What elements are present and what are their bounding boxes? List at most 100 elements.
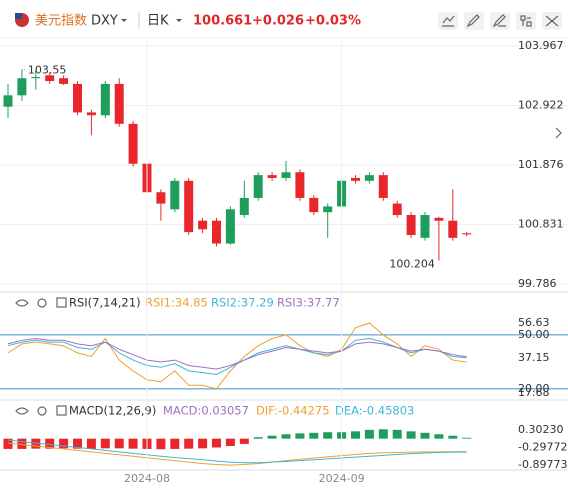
candle-body <box>31 77 41 79</box>
change: +0.026 <box>252 14 304 29</box>
macd-bar <box>295 433 305 439</box>
rsi-header: RSI(7,14,21) <box>15 296 141 310</box>
price: 100.661 <box>193 14 252 29</box>
indicator-line <box>7 439 467 464</box>
dropdown-arrow[interactable] <box>121 19 127 22</box>
candle-body <box>86 112 96 116</box>
macd-bar <box>114 438 124 449</box>
macd-bar <box>225 438 235 446</box>
panel-title: RSI(7,14,21) <box>69 296 141 310</box>
indicator-line <box>7 338 467 370</box>
candle-body <box>378 175 388 198</box>
indicator-line <box>7 442 467 466</box>
panel-title: MACD(12,26,9) <box>69 404 156 418</box>
tool-button[interactable] <box>438 12 458 30</box>
macd-bar <box>100 438 110 449</box>
candle-body <box>184 180 194 233</box>
legend-entry: RSI1:34.85 <box>145 296 208 310</box>
change-percent: +0.03% <box>305 14 361 29</box>
candle-body <box>100 83 110 116</box>
candle-body <box>156 192 166 204</box>
x-tick-label: 2024-08 <box>124 472 170 485</box>
macd-bar <box>378 429 388 439</box>
candle-body <box>295 172 305 198</box>
candle-body <box>17 78 27 96</box>
instrument-name[interactable]: 美元指数 <box>35 14 87 29</box>
macd-bar <box>73 438 82 449</box>
y-tick-label: -0.89773 <box>518 458 567 471</box>
y-tick-label: 37.15 <box>518 351 550 364</box>
toolbar <box>438 12 562 30</box>
candle-body <box>198 220 208 230</box>
legend-entry: DEA:-0.45803 <box>335 404 414 418</box>
candle-body <box>281 172 291 178</box>
box-icon[interactable] <box>56 297 67 308</box>
candle-body <box>364 175 374 181</box>
eye-icon[interactable] <box>15 407 29 415</box>
macd-bar <box>281 434 291 439</box>
y-tick-label: 100.831 <box>518 218 564 231</box>
candle-body <box>170 180 180 210</box>
indicator-line <box>7 338 467 375</box>
y-tick-label: 101.876 <box>518 158 564 171</box>
min-label: 100.204 <box>389 257 435 270</box>
eye-icon[interactable] <box>15 299 29 307</box>
macd-bar <box>198 438 208 449</box>
macd-bar <box>462 437 472 439</box>
y-tick-label: 103.967 <box>518 39 564 52</box>
macd-bar <box>31 438 41 449</box>
macd-bar <box>420 432 430 439</box>
settings-icon[interactable] <box>37 406 47 416</box>
macd-bar <box>17 438 27 449</box>
candle-body <box>3 95 13 107</box>
macd-bar <box>184 438 194 449</box>
y-tick-label: 0.30230 <box>518 423 564 436</box>
macd-bar <box>239 438 249 444</box>
tool-icon <box>492 14 506 28</box>
macd-bar <box>448 435 458 439</box>
y-tick-label: 20.00 <box>518 382 550 395</box>
macd-bar <box>170 438 180 449</box>
candle-body <box>309 197 319 213</box>
box-icon[interactable] <box>56 405 67 416</box>
candle-body <box>267 175 277 178</box>
tool-icon <box>545 15 559 27</box>
candle-body <box>323 206 333 213</box>
flag-icon-canton <box>15 13 22 19</box>
expand-arrow[interactable] <box>555 127 562 139</box>
candle-body <box>114 83 124 124</box>
macd-bar <box>267 435 277 439</box>
y-tick-label: 102.922 <box>518 98 564 111</box>
candle-body <box>212 220 221 244</box>
candle-body <box>239 197 249 216</box>
period[interactable]: 日K <box>147 14 169 29</box>
x-tick-label: 2024-09 <box>319 472 365 485</box>
candle-body <box>351 177 360 181</box>
macd-bar <box>156 438 166 450</box>
legend-entry: RSI2:37.29 <box>211 296 274 310</box>
candle-body <box>253 175 263 198</box>
candle-body <box>59 78 69 84</box>
y-tick-label: 56.63 <box>518 316 550 329</box>
max-label: 103.55 <box>28 64 67 77</box>
macd-header: MACD(12,26,9) <box>15 404 156 418</box>
tool-icon <box>520 15 532 27</box>
instrument-symbol[interactable]: DXY <box>91 14 118 29</box>
candle-body <box>73 83 82 113</box>
macd-bar <box>212 438 221 448</box>
y-tick-label: -0.29772 <box>518 440 567 453</box>
candle-body <box>434 217 444 221</box>
macd-bar <box>3 438 13 449</box>
candle-body <box>462 233 472 235</box>
dropdown-arrow[interactable] <box>176 19 182 22</box>
settings-icon[interactable] <box>37 298 47 308</box>
tool-button[interactable] <box>464 12 484 30</box>
tool-button[interactable] <box>516 12 536 30</box>
tool-button[interactable] <box>490 12 510 30</box>
macd-bar <box>45 438 55 449</box>
macd-bar <box>253 437 263 439</box>
tool-icon <box>442 15 455 27</box>
macd-bar <box>364 429 374 439</box>
macd-bar <box>86 438 96 449</box>
